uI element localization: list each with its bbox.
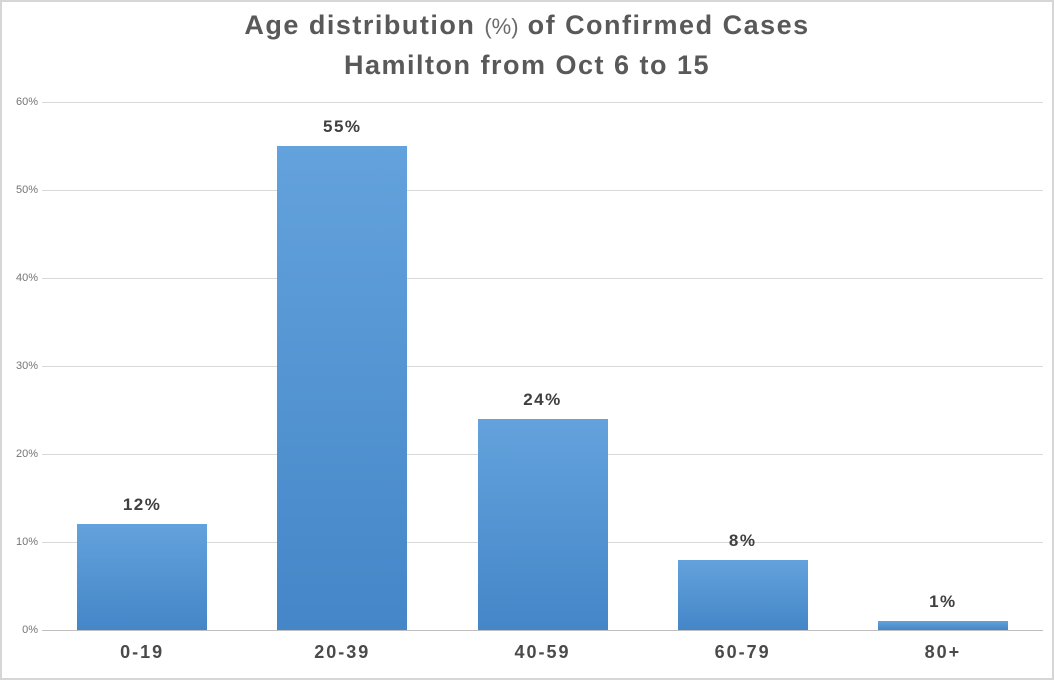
x-axis-label-80+: 80+ [924, 642, 962, 662]
value-label-0-19: 12% [122, 495, 162, 515]
value-label-60-79: 8% [728, 530, 757, 550]
y-axis-tick-0%: 0% [22, 624, 38, 636]
y-axis-tick-50%: 50% [15, 184, 38, 196]
y-axis-tick-60%: 60% [15, 96, 38, 108]
y-axis-tick-30%: 30% [15, 360, 38, 372]
bar-40-59 [477, 418, 608, 630]
bar-60-79 [677, 559, 808, 630]
gridline-0 [42, 629, 1043, 631]
gridline-30 [42, 365, 1043, 367]
y-axis-tick-10%: 10% [15, 536, 38, 548]
y-axis-tick-40%: 40% [15, 272, 38, 284]
chart-title-percent-unit: (%) [484, 14, 519, 39]
y-axis-tick-20%: 20% [15, 448, 38, 460]
value-label-40-59: 24% [523, 389, 562, 409]
gridline-60 [42, 101, 1043, 103]
x-axis-label-0-19: 0-19 [120, 642, 165, 662]
value-label-20-39: 55% [323, 117, 362, 136]
gridline-50 [42, 189, 1043, 191]
x-axis-label-60-79: 60-79 [714, 642, 771, 662]
bar-20-39 [277, 146, 408, 630]
chart-title-suffix: of Confirmed Cases [527, 10, 810, 40]
chart-title-prefix: Age distribution [244, 10, 476, 40]
x-axis-label-40-59: 40-59 [514, 642, 571, 662]
value-label-80+: 1% [929, 592, 957, 612]
gridline-40 [42, 277, 1043, 279]
x-axis-label-20-39: 20-39 [314, 642, 371, 662]
chart-title-line1: Age distribution (%) of Confirmed Cases [2, 10, 1052, 41]
bar-0-19 [77, 524, 208, 630]
bar-80+ [877, 621, 1008, 630]
chart-title-line2: Hamilton from Oct 6 to 15 [343, 50, 711, 80]
